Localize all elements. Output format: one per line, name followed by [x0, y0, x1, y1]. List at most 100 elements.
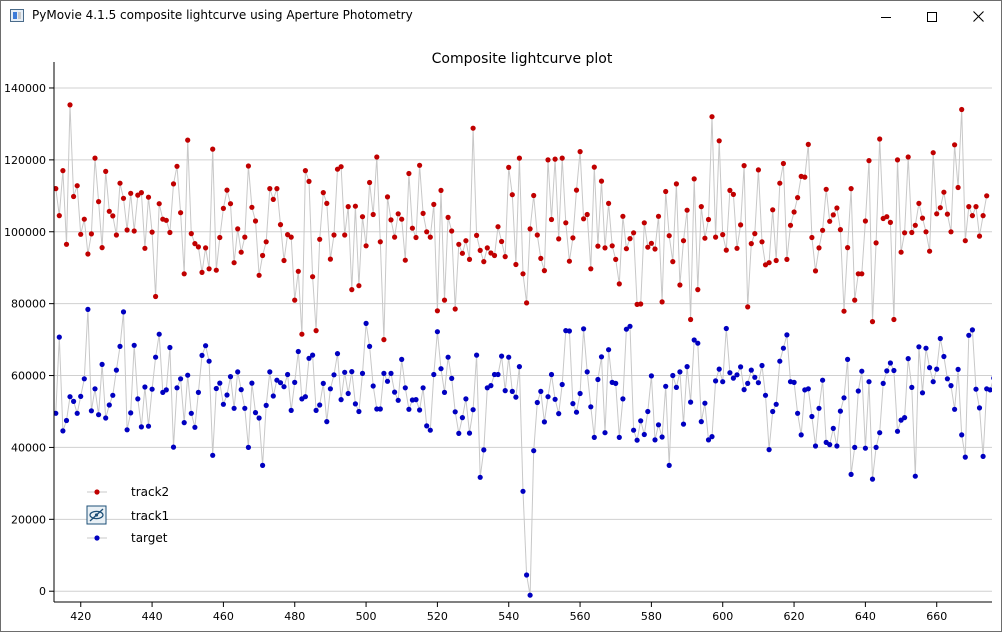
data-point-target-439 [145, 423, 152, 429]
data-point-track2-489 [324, 200, 330, 206]
plot-area[interactable]: Composite lightcurve plot 0 20000 40000 600… [1, 32, 1001, 631]
data-point-track2-561 [581, 216, 587, 222]
tick-label-y-140000: 140000 [4, 82, 46, 95]
data-point-track2-453 [195, 244, 201, 250]
data-point-track2-644 [877, 136, 883, 142]
data-point-track2-625 [809, 234, 815, 241]
data-point-track2-581 [652, 246, 658, 252]
data-point-target-640 [862, 445, 869, 451]
data-point-target-528 [463, 396, 469, 402]
data-point-track2-483 [302, 168, 308, 174]
data-point-track2-451 [188, 231, 194, 237]
data-point-target-592 [691, 337, 697, 343]
data-point-target-514 [413, 397, 419, 403]
maximize-button[interactable] [909, 1, 955, 32]
lightcurve-chart[interactable]: Composite lightcurve plot 0 20000 40000 600… [1, 32, 1001, 631]
data-point-track2-501 [367, 179, 373, 186]
data-point-target-515 [417, 407, 423, 413]
data-point-track2-440 [149, 229, 155, 235]
tick-label-x-560: 560 [570, 610, 591, 623]
data-point-track2-546 [527, 226, 533, 232]
data-point-track2-488 [320, 190, 326, 196]
data-point-target-456 [206, 358, 212, 364]
data-point-target-608 [748, 367, 754, 373]
data-point-target-657 [923, 345, 929, 351]
data-point-track2-672 [976, 233, 983, 239]
data-point-target-568 [606, 347, 612, 353]
data-point-target-466 [242, 405, 248, 411]
data-point-track2-661 [937, 205, 943, 211]
data-point-target-577 [638, 418, 644, 424]
data-point-target-490 [327, 386, 333, 392]
data-point-track2-454 [199, 269, 205, 275]
data-point-target-612 [762, 392, 769, 398]
data-point-track2-496 [349, 287, 355, 293]
data-point-track2-459 [217, 234, 223, 241]
data-point-track2-547 [531, 192, 537, 199]
data-point-target-662 [941, 353, 947, 360]
data-point-track2-572 [620, 213, 626, 219]
tick-label-x-520: 520 [427, 610, 448, 623]
data-point-track2-594 [698, 204, 704, 210]
data-point-track2-498 [356, 283, 362, 289]
data-point-track2-419 [74, 183, 80, 189]
data-point-target-483 [302, 394, 308, 400]
data-point-target-672 [976, 405, 983, 411]
data-point-track2-519 [431, 201, 437, 207]
data-point-track2-629 [823, 186, 829, 192]
data-point-track2-621 [795, 195, 801, 201]
data-point-track2-567 [602, 245, 608, 251]
data-point-target-484 [306, 355, 312, 361]
data-point-target-433 [124, 427, 130, 433]
minimize-button[interactable] [863, 1, 909, 32]
tick-label-x-440: 440 [142, 610, 163, 623]
data-point-track2-531 [474, 232, 480, 238]
data-point-track2-500 [363, 243, 369, 249]
legend-item-track1[interactable]: track1 [86, 505, 169, 525]
app-icon [10, 9, 24, 22]
data-point-target-579 [645, 408, 651, 415]
data-point-track2-437 [138, 190, 144, 196]
data-point-target-552 [548, 371, 555, 378]
data-point-target-512 [406, 406, 412, 412]
maximize-icon [927, 11, 937, 22]
legend-label-track2: track2 [131, 485, 169, 499]
data-point-track2-505 [381, 337, 387, 343]
data-point-track2-518 [427, 234, 433, 240]
hidden-eye-icon[interactable] [86, 505, 107, 525]
tick-label-x-580: 580 [641, 610, 662, 623]
data-point-target-448 [178, 376, 184, 382]
data-point-track2-578 [641, 220, 647, 226]
data-point-target-426 [99, 361, 105, 367]
data-point-track2-413 [54, 186, 59, 192]
legend[interactable]: track2 track1 target [86, 485, 169, 545]
data-point-target-423 [88, 408, 94, 414]
legend-item-target[interactable]: target [87, 531, 168, 545]
data-point-track2-462 [227, 201, 234, 207]
data-point-target-647 [887, 360, 894, 366]
data-point-target-587 [673, 384, 680, 390]
data-point-track2-506 [384, 194, 391, 200]
data-point-target-524 [449, 375, 455, 381]
data-point-track2-609 [752, 231, 758, 237]
data-point-track2-475 [274, 186, 280, 192]
data-point-track2-503 [374, 154, 380, 160]
title-bar[interactable]: PyMovie 4.1.5 composite lightcurve using… [1, 1, 1001, 32]
data-point-track2-461 [224, 187, 230, 193]
data-point-target-628 [820, 377, 826, 383]
data-point-track2-468 [249, 204, 255, 210]
data-point-track2-637 [852, 297, 858, 303]
data-point-track2-589 [680, 238, 687, 244]
legend-label-track1: track1 [131, 509, 169, 523]
close-button[interactable] [955, 1, 1001, 32]
legend-item-track2[interactable]: track2 [87, 485, 169, 499]
tick-label-x-660: 660 [926, 610, 947, 623]
data-point-track2-449 [181, 271, 187, 277]
data-point-track2-463 [231, 260, 237, 266]
data-point-track2-466 [242, 234, 248, 240]
data-point-target-425 [96, 412, 102, 418]
data-point-track2-575 [631, 230, 637, 236]
data-point-target-655 [916, 344, 922, 350]
data-point-track2-508 [392, 234, 398, 240]
